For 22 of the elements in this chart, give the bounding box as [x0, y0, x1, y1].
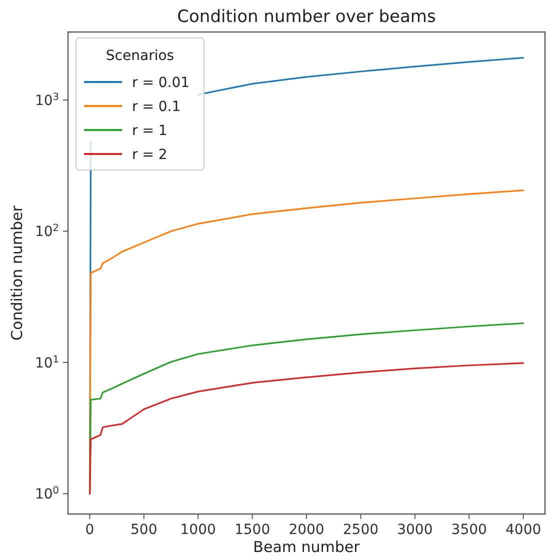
y-tick-label: 10$^{1}$	[34, 354, 59, 372]
x-tick-label: 3000	[397, 522, 433, 538]
x-axis-title: Beam number	[253, 538, 361, 556]
x-tick-label: 1500	[234, 522, 270, 538]
legend-label: r = 0.1	[132, 98, 181, 115]
legend-label: r = 1	[132, 122, 168, 139]
chart-title: Condition number over beams	[177, 7, 436, 27]
x-tick-label: 4000	[506, 522, 542, 538]
y-axis-title: Condition number	[8, 204, 26, 340]
legend-label: r = 0.01	[132, 74, 190, 91]
line-series	[88, 362, 524, 494]
x-tick-label: 1000	[180, 522, 216, 538]
legend-title: Scenarios	[106, 48, 174, 64]
legend-label: r = 2	[132, 146, 168, 163]
y-tick-label: 10$^{0}$	[34, 485, 59, 503]
y-tick-label: 10$^{2}$	[34, 222, 59, 240]
x-tick-label: 0	[85, 522, 94, 538]
x-tick-label: 500	[130, 522, 158, 538]
x-tick-label: 2500	[342, 522, 379, 538]
x-tick-label: 3500	[451, 522, 487, 538]
y-tick-label: 10$^{3}$	[34, 91, 59, 109]
x-tick-label: 2000	[288, 522, 324, 538]
